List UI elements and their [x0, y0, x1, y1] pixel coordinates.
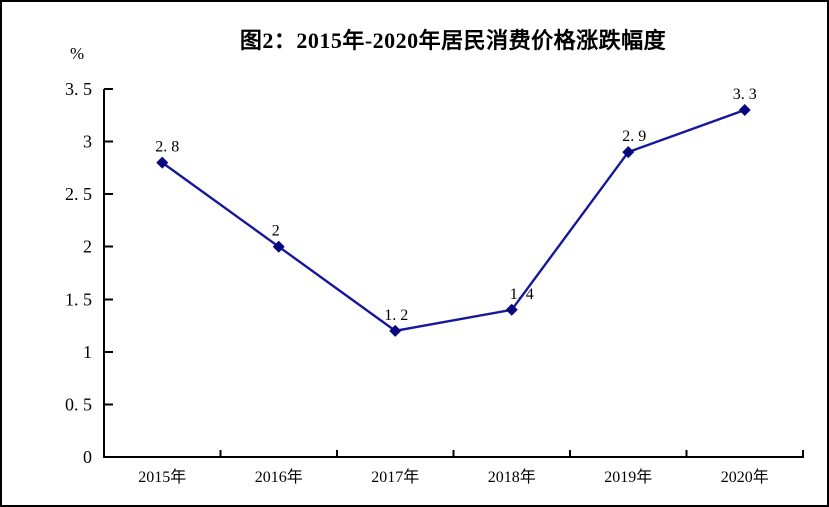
data-point-label: 1. 2: [384, 307, 408, 324]
x-axis-category-label: 2019年: [604, 468, 652, 486]
x-axis-category-label: 2016年: [255, 468, 303, 486]
data-point-marker: [272, 240, 285, 253]
price-series-line: [161, 108, 746, 333]
y-axis-tick-label: 1: [83, 342, 92, 362]
x-axis-category-label: 2015年: [138, 468, 186, 486]
data-point-marker: [389, 324, 402, 337]
data-point-marker: [156, 156, 169, 169]
y-axis-tick-label: 1. 5: [65, 289, 92, 309]
y-axis-tick-label: 0: [83, 447, 92, 467]
data-point-label: 2: [272, 223, 280, 240]
y-axis-tick-label: 3. 5: [65, 79, 92, 99]
data-point-label: 3. 3: [733, 86, 757, 103]
data-point-marker: [622, 146, 635, 159]
y-axis-tick-label: 3: [83, 132, 92, 152]
chart-title: 图2：2015年-2020年居民消费价格涨跌幅度: [239, 28, 667, 53]
y-axis-tick-label: 0. 5: [65, 394, 92, 414]
data-point-label: 2. 9: [622, 128, 646, 145]
y-axis-unit-label: %: [70, 44, 85, 63]
x-axis-category-label: 2018年: [488, 468, 536, 486]
x-axis-category-label: 2017年: [371, 468, 419, 486]
x-axis-category-label: 2020年: [721, 468, 769, 486]
y-axis-tick-label: 2: [83, 237, 92, 257]
data-point-label: 2. 8: [155, 139, 179, 156]
data-point-marker: [738, 104, 751, 117]
data-point-marker: [505, 303, 518, 316]
y-axis-tick-label: 2. 5: [65, 184, 92, 204]
